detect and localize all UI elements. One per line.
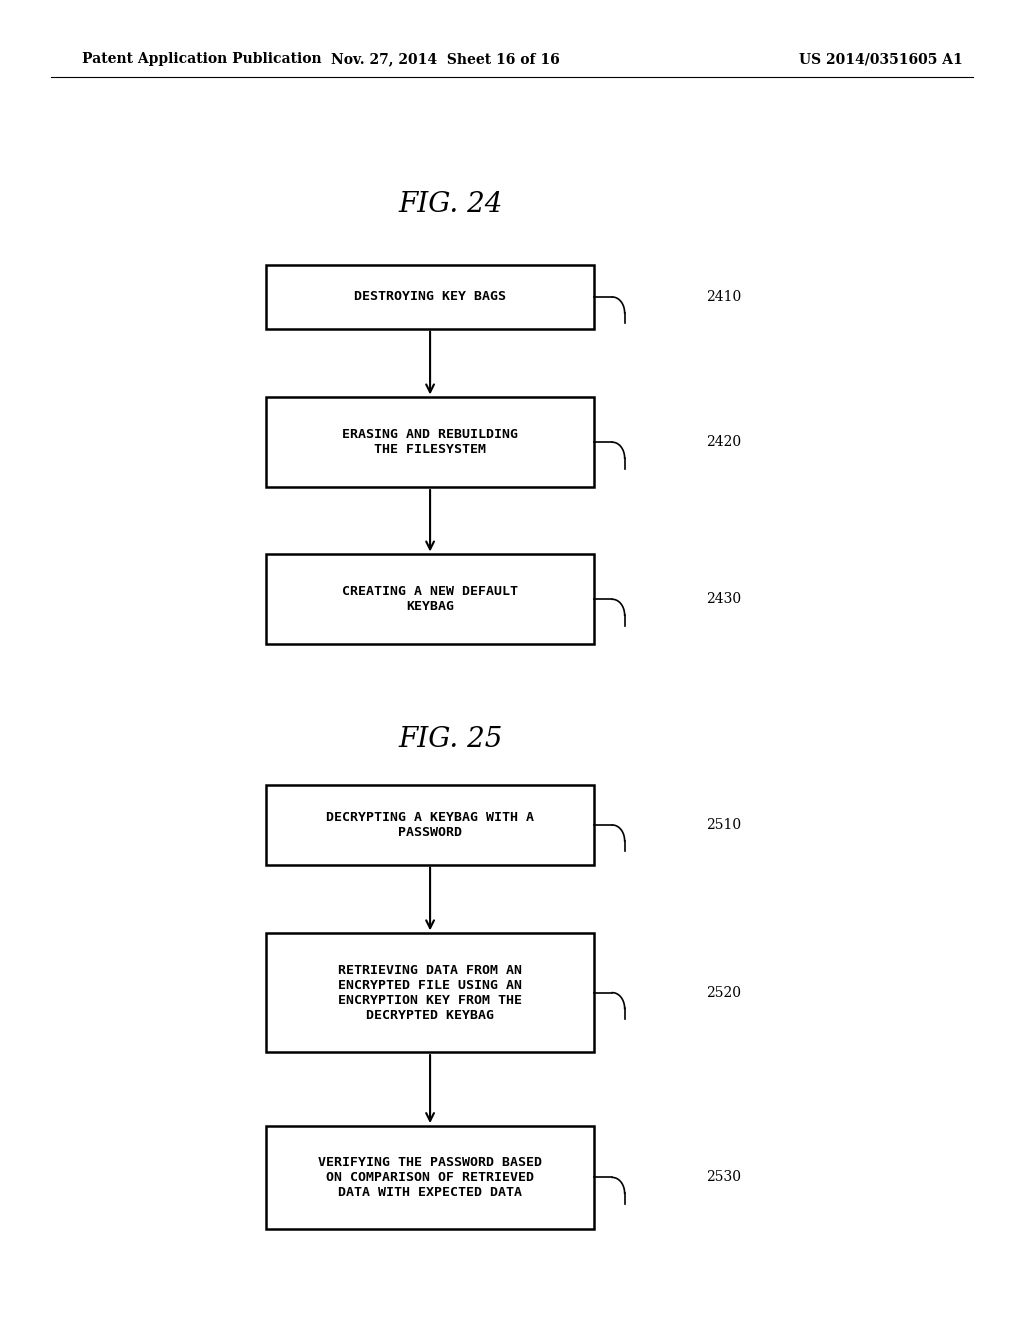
Bar <box>266 1126 594 1229</box>
Bar <box>266 554 594 644</box>
Text: DECRYPTING A KEYBAG WITH A
PASSWORD: DECRYPTING A KEYBAG WITH A PASSWORD <box>326 810 535 840</box>
Text: 2530: 2530 <box>707 1171 741 1184</box>
Text: Patent Application Publication: Patent Application Publication <box>82 53 322 66</box>
Text: Nov. 27, 2014  Sheet 16 of 16: Nov. 27, 2014 Sheet 16 of 16 <box>331 53 560 66</box>
Text: RETRIEVING DATA FROM AN
ENCRYPTED FILE USING AN
ENCRYPTION KEY FROM THE
DECRYPTE: RETRIEVING DATA FROM AN ENCRYPTED FILE U… <box>338 964 522 1022</box>
Text: 2420: 2420 <box>707 436 741 449</box>
Text: FIG. 24: FIG. 24 <box>398 191 503 218</box>
Text: ERASING AND REBUILDING
THE FILESYSTEM: ERASING AND REBUILDING THE FILESYSTEM <box>342 428 518 457</box>
Text: CREATING A NEW DEFAULT
KEYBAG: CREATING A NEW DEFAULT KEYBAG <box>342 585 518 614</box>
Text: 2430: 2430 <box>707 593 741 606</box>
Bar <box>266 933 594 1052</box>
Bar <box>266 785 594 865</box>
Text: DESTROYING KEY BAGS: DESTROYING KEY BAGS <box>354 290 506 304</box>
Text: 2520: 2520 <box>707 986 741 999</box>
Bar <box>266 397 594 487</box>
Text: 2510: 2510 <box>707 818 741 832</box>
Bar <box>266 265 594 329</box>
Text: FIG. 25: FIG. 25 <box>398 726 503 752</box>
Text: US 2014/0351605 A1: US 2014/0351605 A1 <box>799 53 963 66</box>
Text: 2410: 2410 <box>707 290 741 304</box>
Text: VERIFYING THE PASSWORD BASED
ON COMPARISON OF RETRIEVED
DATA WITH EXPECTED DATA: VERIFYING THE PASSWORD BASED ON COMPARIS… <box>318 1156 542 1199</box>
